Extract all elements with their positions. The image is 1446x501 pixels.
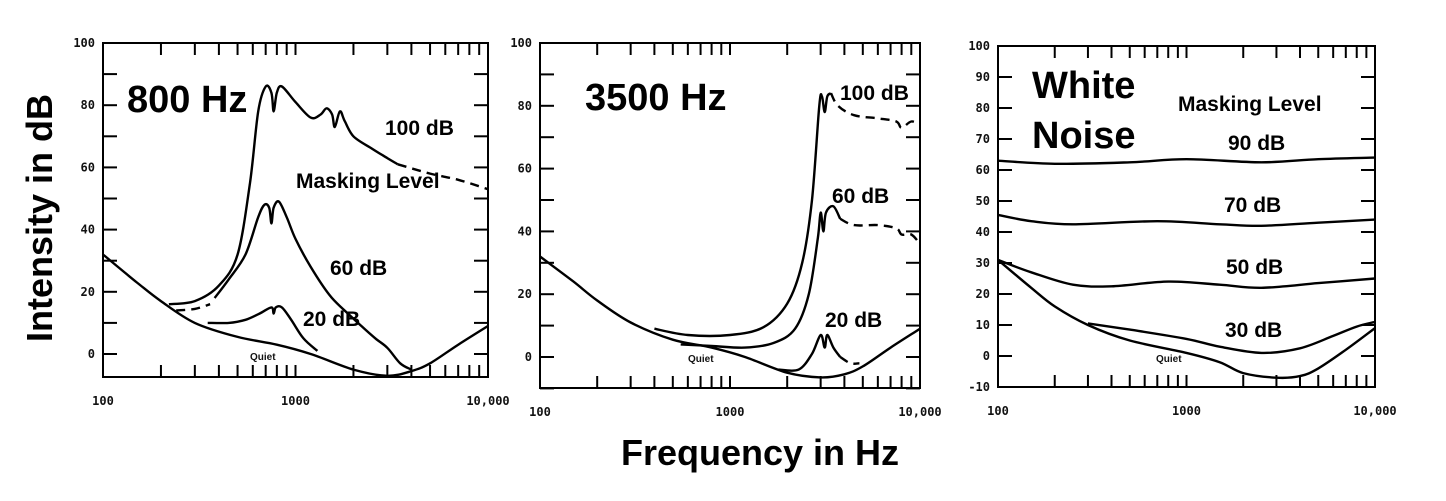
series-label: Quiet (1156, 354, 1182, 365)
series-label: 100 dB (840, 82, 909, 105)
series-label: 70 dB (1224, 194, 1281, 217)
series-line-quiet (997, 258, 1376, 380)
x-axis-label: Frequency in Hz (621, 432, 899, 473)
panel-title: Noise (1032, 115, 1135, 157)
x-tick-label: 100 (987, 404, 1009, 418)
y-tick-label: 40 (976, 225, 990, 239)
series-label: 90 dB (1228, 132, 1285, 155)
series-label: Quiet (688, 354, 714, 365)
x-tick-label: 10,000 (1353, 404, 1396, 418)
series-label: Quiet (250, 352, 276, 363)
y-tick-label: 50 (976, 194, 990, 208)
series-line-60-db (839, 217, 921, 245)
series-line-quiet (102, 253, 489, 378)
series-line-60-db (680, 204, 842, 349)
series-line-20-db (207, 304, 319, 352)
y-tick-label: 30 (976, 256, 990, 270)
y-axis-label: Intensity in dB (19, 94, 60, 342)
series-label: 60 dB (330, 257, 387, 280)
series-line-100-db (829, 92, 921, 130)
series-label: 20 dB (825, 309, 882, 332)
series-line-20-db (839, 355, 860, 365)
y-tick-label: 0 (525, 350, 532, 364)
panel-1: 100 80 60 40 20 0 100 1000 10,000 Quiet 100 dB 60 d… (73, 36, 509, 408)
series-label: 50 dB (1226, 256, 1283, 279)
series-line-50-db (997, 258, 1376, 290)
x-tick-label: 10,000 (466, 394, 509, 408)
series-line-100-db (654, 92, 832, 338)
y-tick-label: 0 (88, 347, 95, 361)
y-tick-label: 90 (976, 70, 990, 84)
y-tick-label: -10 (968, 380, 990, 394)
series-label: 20 dB (303, 308, 360, 331)
series-line-70-db (997, 213, 1376, 228)
series-line-60-db (176, 303, 211, 312)
x-tick-label: 10,000 (898, 405, 941, 419)
y-tick-label: 20 (81, 285, 95, 299)
y-tick-label: 100 (73, 36, 95, 50)
x-tick-label: 100 (92, 394, 114, 408)
series-line-quiet (539, 255, 921, 379)
y-tick-label: 40 (518, 224, 532, 238)
panel-title: White (1032, 65, 1135, 107)
x-tick-label: 1000 (1172, 404, 1201, 418)
series-line-100-db (168, 84, 399, 306)
x-tick-label: 1000 (281, 394, 310, 408)
series-line-60-db (213, 200, 413, 371)
y-tick-label: 40 (81, 223, 95, 237)
y-tick-label: 60 (81, 160, 95, 174)
series-label: 60 dB (832, 185, 889, 208)
y-tick-label: 100 (968, 39, 990, 53)
series-line-20-db (778, 333, 842, 372)
series-line-30-db (1087, 320, 1376, 355)
y-tick-label: 20 (976, 287, 990, 301)
panel-title: 800 Hz (127, 79, 247, 121)
panel-2: 100 80 60 40 20 0 100 1000 10,000 Quiet 100 dB 60 d… (510, 36, 941, 419)
panel-title: 3500 Hz (585, 77, 727, 119)
y-tick-label: 0 (983, 349, 990, 363)
y-tick-label: 60 (518, 162, 532, 176)
y-tick-label: 80 (976, 101, 990, 115)
y-tick-label: 60 (976, 163, 990, 177)
series-label: 30 dB (1225, 319, 1282, 342)
y-tick-label: 20 (518, 287, 532, 301)
masking-level-label: Masking Level (296, 170, 440, 193)
series-label: 100 dB (385, 117, 454, 140)
y-tick-label: 80 (518, 99, 532, 113)
series-line-100-db (397, 163, 489, 191)
x-tick-label: 1000 (716, 405, 745, 419)
masking-level-label: Masking Level (1178, 93, 1322, 116)
x-tick-label: 100 (529, 405, 551, 419)
series-line-90-db (997, 156, 1376, 166)
y-tick-label: 80 (81, 98, 95, 112)
y-tick-label: 70 (976, 132, 990, 146)
y-tick-label: 10 (976, 318, 990, 332)
y-tick-label: 100 (510, 36, 532, 50)
